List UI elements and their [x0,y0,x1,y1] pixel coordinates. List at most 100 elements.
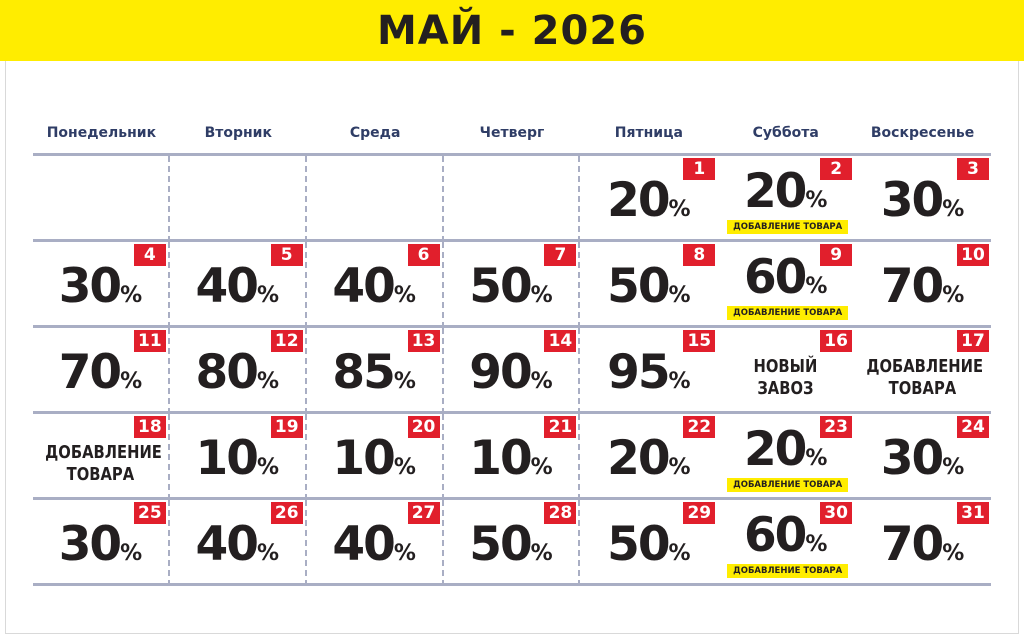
discount-value: 10% [307,431,442,486]
day-number-badge: 8 [683,244,716,266]
day-number-badge: 28 [544,502,577,524]
discount-number: 20 [607,173,670,228]
day-number-badge: 25 [133,502,166,524]
day-cell: 30 60% ДОБАВЛЕНИЕ ТОВАРА [717,500,855,586]
day-number-badge: 22 [683,416,716,438]
day-number-badge: 9 [820,244,853,266]
discount-value: 50% [444,259,579,314]
discount-value: 10% [170,431,305,486]
percent-sign: % [668,197,691,222]
day-cell: 26 40% [169,500,307,586]
day-number-badge: 14 [544,330,577,352]
day-number-badge: 31 [957,502,989,524]
day-number-badge: 6 [407,244,440,266]
weekday-header: Понедельник Вторник Среда Четверг Пятниц… [33,122,991,144]
day-cell: 12 80% [169,328,307,414]
empty-day-cell [443,156,581,242]
percent-sign: % [120,369,143,394]
day-number-badge: 21 [544,416,577,438]
discount-number: 70 [58,345,122,400]
weekday-friday: Пятница [614,125,683,141]
day-cell: 3 30% [854,156,991,242]
day-cell: 8 50% [580,242,718,328]
day-cell: 31 70% [854,500,991,586]
discount-value: 20% [580,431,717,486]
day-number-badge: 27 [407,502,440,524]
day-cell: 4 30% [33,242,170,328]
discount-value: 60% [717,250,854,305]
day-cell: 10 70% [854,242,991,328]
discount-value: 20% [717,164,854,219]
percent-sign: % [256,283,279,308]
percent-sign: % [942,197,965,222]
weekday-saturday: Суббота [752,125,819,141]
percent-sign: % [805,274,828,299]
discount-number: 50 [607,259,670,314]
discount-number: 30 [58,517,122,572]
percent-sign: % [393,283,416,308]
event-label-line: ДОБАВЛЕНИЕ [866,356,984,377]
percent-sign: % [393,541,416,566]
percent-sign: % [256,455,279,480]
discount-value: 40% [307,517,442,572]
discount-value: 70% [854,517,991,572]
discount-value: 30% [33,517,168,572]
discount-value: 90% [444,345,579,400]
day-number-badge: 20 [407,416,440,438]
day-number-badge: 24 [957,416,989,438]
day-cell: 11 70% [33,328,170,414]
discount-value: 50% [580,517,717,572]
discount-number: 20 [607,431,670,486]
discount-number: 10 [195,431,259,486]
percent-sign: % [668,369,691,394]
percent-sign: % [256,541,279,566]
percent-sign: % [393,455,416,480]
day-cell: 6 40% [306,242,444,328]
discount-number: 10 [469,431,532,486]
day-number-badge: 30 [820,502,853,524]
discount-value: 20% [717,422,854,477]
day-cell: 19 10% [169,414,307,500]
event-label: НОВЫЙ ЗАВОЗ [730,356,842,400]
event-label-line: НОВЫЙ [753,356,818,377]
day-number-badge: 19 [270,416,303,438]
day-cell: 2 20% ДОБАВЛЕНИЕ ТОВАРА [717,156,855,242]
day-number-badge: 23 [820,416,853,438]
discount-value: 40% [307,259,442,314]
day-cell: 5 40% [169,242,307,328]
discount-value: 95% [580,345,717,400]
day-number-badge: 11 [133,330,166,352]
day-number-badge: 26 [270,502,303,524]
day-cell: 14 90% [443,328,581,414]
weekday-thursday: Четверг [479,125,545,141]
day-cell: 9 60% ДОБАВЛЕНИЕ ТОВАРА [717,242,855,328]
discount-value: 40% [170,517,305,572]
discount-number: 90 [469,345,532,400]
discount-number: 40 [332,517,395,572]
day-cell: 29 50% [580,500,718,586]
day-number-badge: 17 [957,330,989,352]
discount-number: 70 [880,517,944,572]
percent-sign: % [530,369,553,394]
day-cell: 27 40% [306,500,444,586]
discount-value: 20% [580,173,717,228]
percent-sign: % [530,541,553,566]
empty-day-cell [306,156,444,242]
discount-value: 85% [307,345,442,400]
day-cell: 13 85% [306,328,444,414]
day-cell: 28 50% [443,500,581,586]
day-cell: 16 НОВЫЙ ЗАВОЗ [717,328,855,414]
weekday-monday: Понедельник [46,125,157,141]
discount-number: 30 [880,173,944,228]
percent-sign: % [256,369,279,394]
percent-sign: % [668,283,691,308]
discount-value: 40% [170,259,305,314]
weekday-sunday: Воскресенье [870,125,975,141]
day-cell: 22 20% [580,414,718,500]
percent-sign: % [805,532,828,557]
day-number-badge: 4 [133,244,166,266]
percent-sign: % [805,446,828,471]
day-number-badge: 18 [133,416,166,438]
percent-sign: % [942,283,965,308]
discount-number: 50 [469,259,532,314]
